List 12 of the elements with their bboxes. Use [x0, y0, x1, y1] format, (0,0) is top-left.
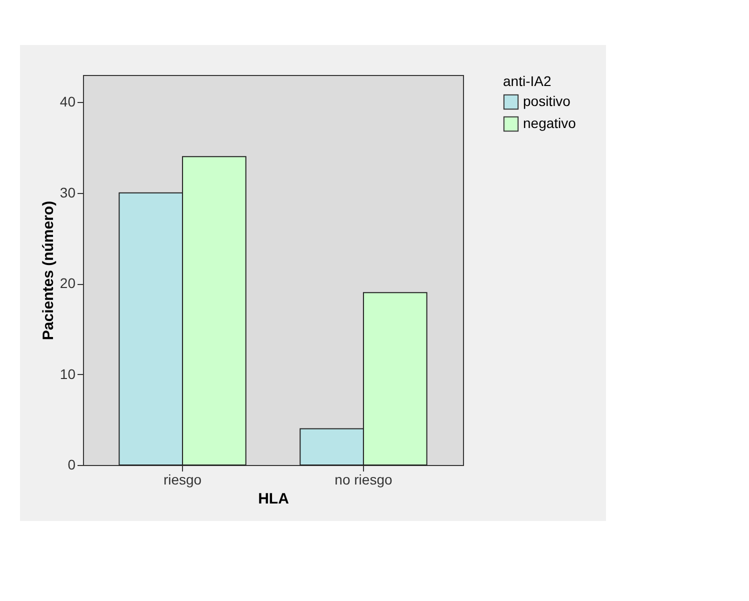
- legend-title: anti-IA2: [503, 73, 552, 89]
- x-tick-label: riesgo: [163, 472, 202, 488]
- y-axis-title: Pacientes (número): [40, 200, 57, 340]
- y-tick-label: 10: [60, 366, 76, 382]
- y-tick-label: 30: [60, 184, 76, 200]
- y-tick-label: 20: [60, 275, 76, 292]
- y-tick-label: 0: [68, 456, 76, 472]
- legend-label: negativo: [523, 115, 576, 131]
- x-axis-title: HLA: [258, 490, 290, 508]
- x-tick-label: no riesgo: [334, 472, 392, 488]
- y-tick-label: 40: [60, 94, 76, 110]
- legend-label: positivo: [523, 93, 571, 109]
